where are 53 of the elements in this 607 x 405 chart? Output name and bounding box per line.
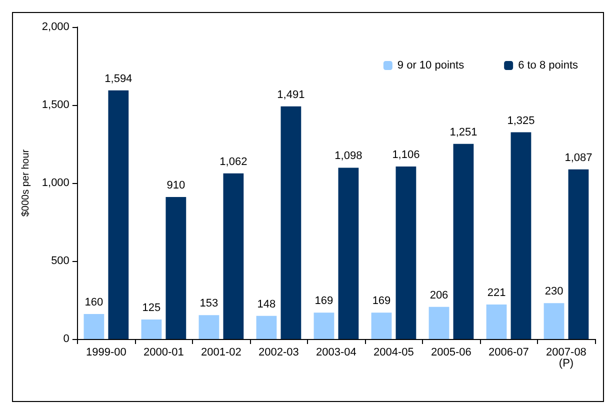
data-label: 148: [257, 298, 276, 310]
data-label: 221: [487, 287, 506, 300]
bar: [280, 106, 302, 339]
data-label: 125: [142, 302, 161, 314]
bar: [166, 197, 186, 339]
y-axis-title: $000s per hour: [20, 148, 32, 217]
data-label: 1,062: [220, 156, 248, 168]
data-label: 1,087: [564, 152, 592, 164]
data-label: 153: [200, 298, 218, 310]
data-label: 1,491: [277, 88, 305, 101]
x-tick-label: 2006-07: [488, 346, 529, 358]
x-tick-label: 2002-03: [258, 346, 299, 358]
x-tick-label: 2004-05: [374, 346, 414, 358]
bar: [486, 304, 507, 339]
data-label: 910: [166, 180, 186, 192]
data-label: 169: [314, 295, 334, 308]
x-tick-label: 1999-00: [86, 346, 126, 358]
bar: [198, 315, 220, 339]
x-tick-label: 2001-02: [201, 346, 242, 358]
bar: [396, 166, 416, 339]
bar: [428, 306, 450, 339]
y-tick-label: 1,500: [42, 99, 70, 111]
x-tick-label: 2005-06: [431, 346, 472, 358]
bar: [108, 90, 129, 339]
bar: [84, 314, 104, 339]
x-tick-label: 2003-04: [316, 346, 356, 358]
data-label: 206: [430, 289, 448, 302]
bar: [338, 168, 359, 339]
data-label: 1,594: [104, 72, 132, 85]
data-label: 1,251: [450, 126, 478, 138]
bar: [568, 169, 589, 339]
y-tick-label: 2,000: [42, 21, 70, 33]
data-label: 160: [84, 296, 104, 309]
data-label: 1,098: [334, 150, 362, 162]
data-label: 1,325: [507, 114, 535, 127]
legend-label: 9 or 10 points: [397, 60, 465, 72]
x-tick-label: 2007-08 (P): [546, 346, 586, 370]
bar: [371, 312, 392, 339]
y-tick-label: 500: [51, 255, 70, 267]
x-tick-label: 2000-01: [144, 346, 184, 358]
bar: [141, 320, 162, 339]
data-label: 169: [372, 295, 391, 308]
data-label: 1,106: [392, 148, 420, 161]
y-tick-label: 1,000: [42, 177, 70, 189]
bar: [223, 173, 244, 339]
y-tick-label: 0: [63, 333, 70, 345]
bar: [453, 144, 474, 339]
bar: [314, 312, 334, 339]
bar: [510, 132, 532, 339]
legend-label: 6 to 8 points: [518, 60, 578, 72]
data-label: 230: [544, 286, 564, 298]
bar: [544, 303, 564, 339]
bar: [256, 316, 277, 339]
